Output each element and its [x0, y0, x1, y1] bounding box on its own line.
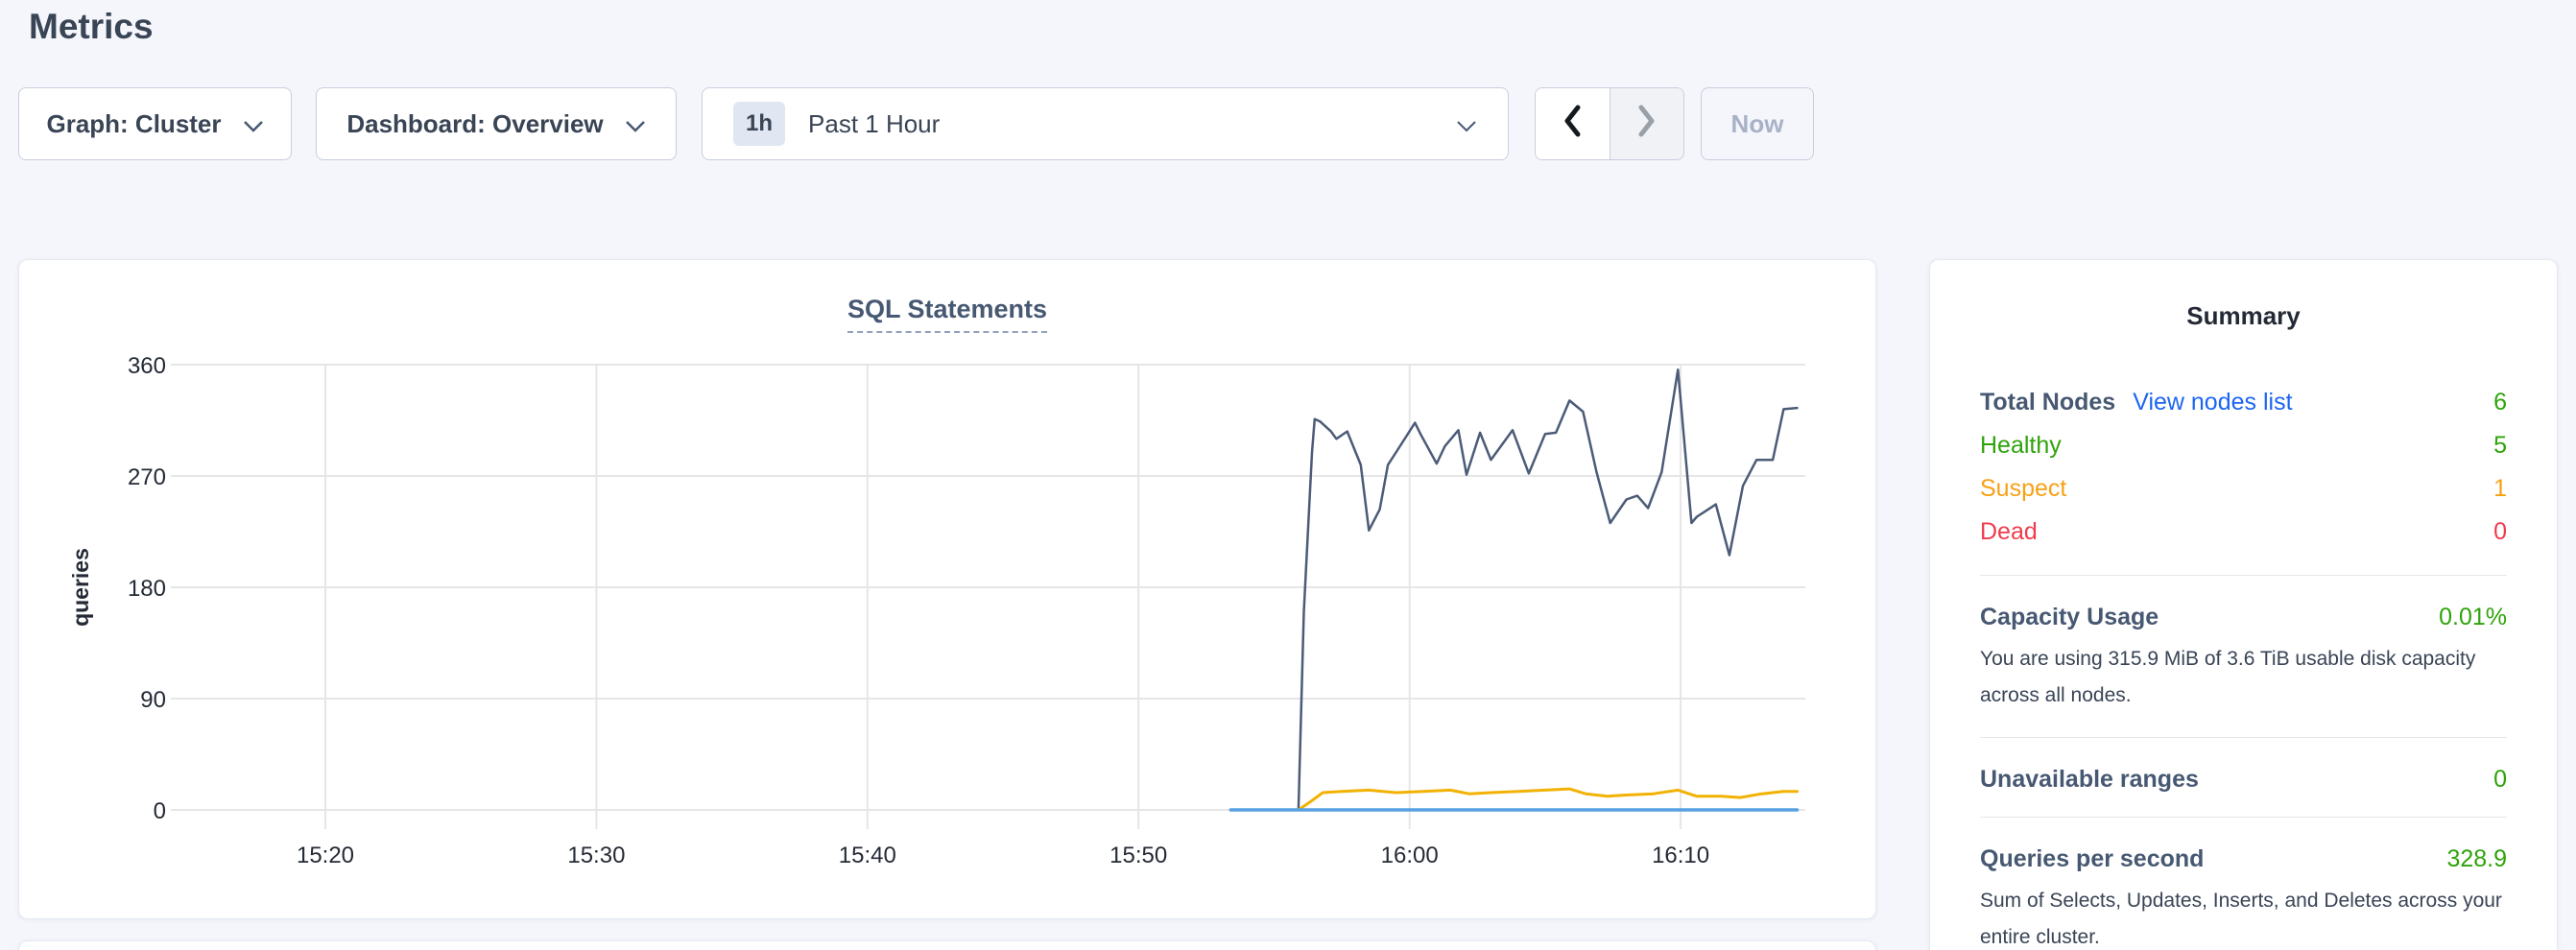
next-chart-card: [18, 940, 1876, 950]
svg-text:queries: queries: [68, 548, 93, 627]
unavailable-ranges-section: Unavailable ranges 0: [1980, 737, 2507, 817]
capacity-usage-description: You are using 315.9 MiB of 3.6 TiB usabl…: [1980, 648, 2476, 706]
dashboard-dropdown[interactable]: Dashboard: Overview: [316, 87, 677, 160]
summary-title: Summary: [2186, 301, 2301, 330]
next-range-button[interactable]: [1610, 88, 1683, 159]
view-nodes-list-link[interactable]: View nodes list: [2133, 389, 2293, 416]
chevron-right-icon: [1637, 105, 1657, 144]
dashboard-dropdown-label: Dashboard: Overview: [346, 108, 604, 138]
page-title: Metrics: [29, 7, 154, 46]
graph-dropdown[interactable]: Graph: Cluster: [18, 87, 292, 160]
chevron-down-icon: [1456, 109, 1477, 139]
svg-text:0: 0: [154, 798, 166, 824]
time-range-badge: 1h: [733, 102, 786, 146]
now-button[interactable]: Now: [1701, 87, 1814, 160]
queries-per-second-value: 328.9: [2446, 845, 2507, 872]
queries-per-second-label: Queries per second: [1980, 845, 2205, 872]
total-nodes-value: 6: [2493, 389, 2507, 416]
sql-statements-chart: 0 90 180 270 360 15:20 15:30 15:40 15:50 16:00 16:…: [68, 353, 1805, 868]
sql-statements-chart-card: SQL Statements 0 90 180 270 360 15:20 15:30 15:…: [18, 259, 1876, 919]
total-nodes-label: Total Nodes: [1980, 389, 2116, 416]
dead-label: Dead: [1980, 518, 2038, 545]
dead-nodes-row: Dead 0: [1980, 511, 2507, 554]
unavailable-ranges-value: 0: [2493, 766, 2507, 793]
svg-text:90: 90: [140, 687, 166, 713]
healthy-value: 5: [2493, 432, 2507, 459]
svg-text:16:00: 16:00: [1381, 843, 1439, 868]
chevron-left-icon: [1562, 105, 1582, 144]
svg-text:15:20: 15:20: [297, 843, 354, 868]
capacity-usage-section: Capacity Usage 0.01% You are using 315.9…: [1980, 575, 2507, 737]
chevron-down-icon: [625, 109, 646, 139]
chart-title-row: SQL Statements: [19, 295, 1875, 333]
summary-panel: Summary Total Nodes View nodes list 6 He…: [1929, 259, 2558, 950]
svg-text:15:40: 15:40: [839, 843, 896, 868]
graph-dropdown-label: Graph: Cluster: [46, 108, 222, 138]
total-nodes-row: Total Nodes View nodes list 6: [1980, 381, 2507, 424]
svg-text:360: 360: [128, 353, 166, 379]
suspect-label: Suspect: [1980, 475, 2067, 502]
chart-title-link[interactable]: SQL Statements: [847, 295, 1048, 333]
svg-text:15:30: 15:30: [567, 843, 625, 868]
dead-value: 0: [2493, 518, 2507, 545]
time-range-label: Past 1 Hour: [808, 108, 941, 138]
queries-per-second-section: Queries per second 328.9 Sum of Selects,…: [1980, 817, 2507, 950]
svg-text:16:10: 16:10: [1652, 843, 1709, 868]
capacity-usage-label: Capacity Usage: [1980, 604, 2159, 630]
node-status-rows: Total Nodes View nodes list 6 Healthy 5 …: [1980, 381, 2507, 575]
queries-per-second-description: Sum of Selects, Updates, Inserts, and De…: [1980, 890, 2502, 948]
svg-text:270: 270: [128, 464, 166, 490]
unavailable-ranges-label: Unavailable ranges: [1980, 766, 2199, 793]
time-range-nav: [1535, 87, 1684, 160]
capacity-usage-value: 0.01%: [2439, 604, 2507, 630]
chevron-down-icon: [243, 109, 264, 139]
svg-text:15:50: 15:50: [1109, 843, 1167, 868]
time-range-dropdown[interactable]: 1h Past 1 Hour: [702, 87, 1509, 160]
healthy-nodes-row: Healthy 5: [1980, 424, 2507, 467]
svg-text:180: 180: [128, 576, 166, 602]
suspect-value: 1: [2493, 475, 2507, 502]
prev-range-button[interactable]: [1536, 88, 1610, 159]
suspect-nodes-row: Suspect 1: [1980, 467, 2507, 511]
healthy-label: Healthy: [1980, 432, 2062, 459]
